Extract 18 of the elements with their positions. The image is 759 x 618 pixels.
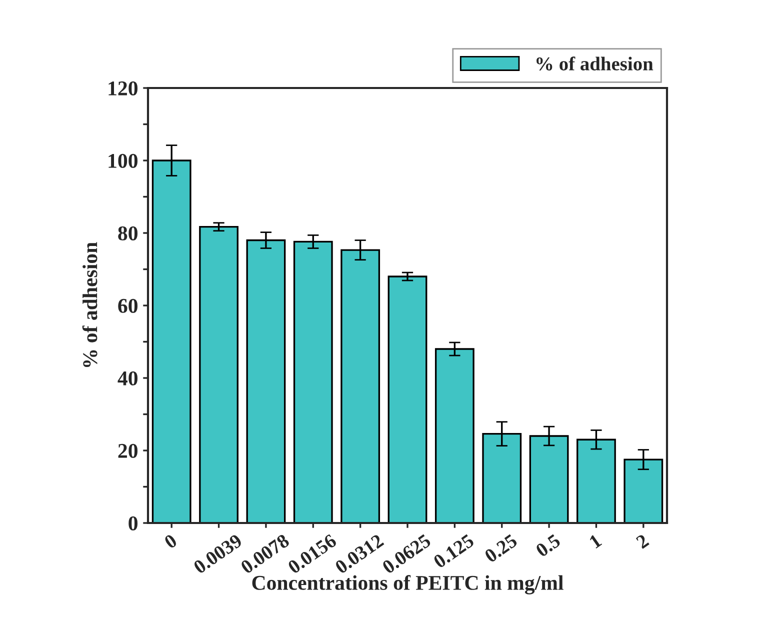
x-tick-label: 0.5 (534, 534, 562, 558)
x-axis-title: Concentrations of PEITC in mg/ml (252, 575, 564, 594)
y-tick-label: 120 (108, 81, 138, 96)
y-tick-label: 80 (118, 226, 138, 240)
bar (388, 276, 428, 523)
y-tick-label: 20 (118, 444, 138, 458)
x-tick-label: 0.25 (484, 534, 518, 564)
y-tick-label: 0 (128, 516, 138, 530)
x-tick-label: 2 (635, 534, 650, 549)
x-tick-label: 0 (163, 534, 178, 550)
x-tick-label: 0.125 (432, 534, 475, 569)
y-tick-label: 60 (118, 298, 138, 313)
y-tick-label: 100 (108, 154, 138, 168)
bar (199, 226, 238, 523)
x-tick-label: 1 (588, 534, 602, 548)
y-axis-title: % of adhesion (82, 242, 98, 368)
legend-label: % of adhesion (536, 56, 654, 71)
y-tick-label: 40 (118, 371, 138, 386)
